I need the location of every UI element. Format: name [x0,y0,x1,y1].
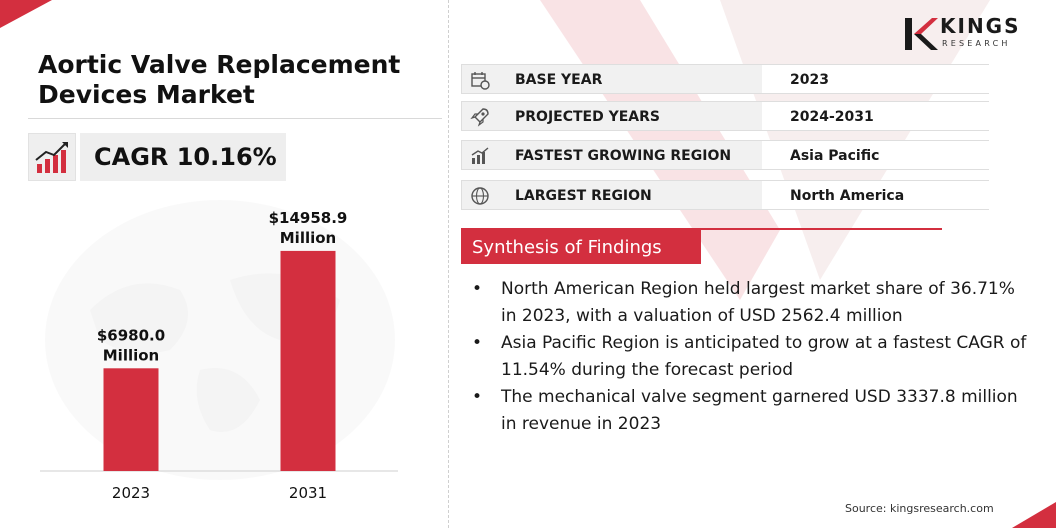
info-value-box [762,65,989,93]
synthesis-heading-box: Synthesis of Findings [461,230,701,264]
synthesis-heading: Synthesis of Findings [472,236,662,258]
x-tick-label: 2031 [289,484,327,502]
bullet-marker: • [472,333,483,353]
info-label: LARGEST REGION [515,188,652,204]
info-value-box [762,102,989,130]
rocket-icon [470,108,489,127]
info-label: BASE YEAR [515,72,603,88]
info-label: FASTEST GROWING REGION [515,148,732,164]
globe-icon [471,187,489,205]
bar [103,368,159,471]
info-value: 2023 [790,72,829,88]
logo-wordmark: KINGS [940,14,1021,38]
list-item: • Asia Pacific Region is anticipated to … [472,330,1032,384]
calendar-icon [471,72,490,90]
panel-divider [448,0,449,528]
corner-decoration-bottom-right [1012,502,1056,528]
synthesis-rule [461,228,942,230]
logo-tagline: RESEARCH [942,39,1011,48]
bar [280,250,336,471]
findings-list: • North American Region held largest mar… [472,276,1032,438]
growth-chart-icon [471,147,489,164]
page-title: Aortic Valve Replacement Devices Market [38,50,401,109]
list-item: • The mechanical valve segment garnered … [472,384,1032,438]
info-value-box [762,141,989,169]
info-value-box [762,181,989,209]
cagr-icon [28,133,76,181]
data-label: $14958.9 [269,209,348,227]
info-row-largest-region: LARGEST REGION North America [461,180,989,210]
info-row-fastest-growing-region: FASTEST GROWING REGION Asia Pacific [461,140,989,170]
kings-research-logo-icon [905,18,938,50]
list-item: • North American Region held largest mar… [472,276,1032,330]
data-label: Million [103,346,159,364]
info-value: Asia Pacific [790,148,880,164]
info-value: North America [790,188,905,204]
info-row-projected-years: PROJECTED YEARS 2024-2031 [461,101,989,131]
corner-decoration-top-left [0,0,52,28]
info-value: 2024-2031 [790,109,874,125]
source-note: Source: kingsresearch.com [845,502,994,515]
bullet-marker: • [472,279,483,299]
cagr-badge: CAGR 10.16% [80,133,286,181]
x-tick-label: 2023 [112,484,150,502]
data-label: $6980.0 [97,326,165,344]
title-divider [28,118,442,119]
market-size-bar-chart: $6980.0 Million 2023 $14958.9 Million 2031 [40,209,398,502]
finding-text: Asia Pacific Region is anticipated to gr… [501,333,1027,380]
finding-text: The mechanical valve segment garnered US… [501,387,1018,434]
finding-text: North American Region held largest marke… [501,279,1015,326]
info-label: PROJECTED YEARS [515,109,660,125]
data-label: Million [280,229,336,247]
info-row-base-year: BASE YEAR 2023 [461,64,989,94]
cagr-value: CAGR 10.16% [94,143,277,171]
bullet-marker: • [472,387,483,407]
